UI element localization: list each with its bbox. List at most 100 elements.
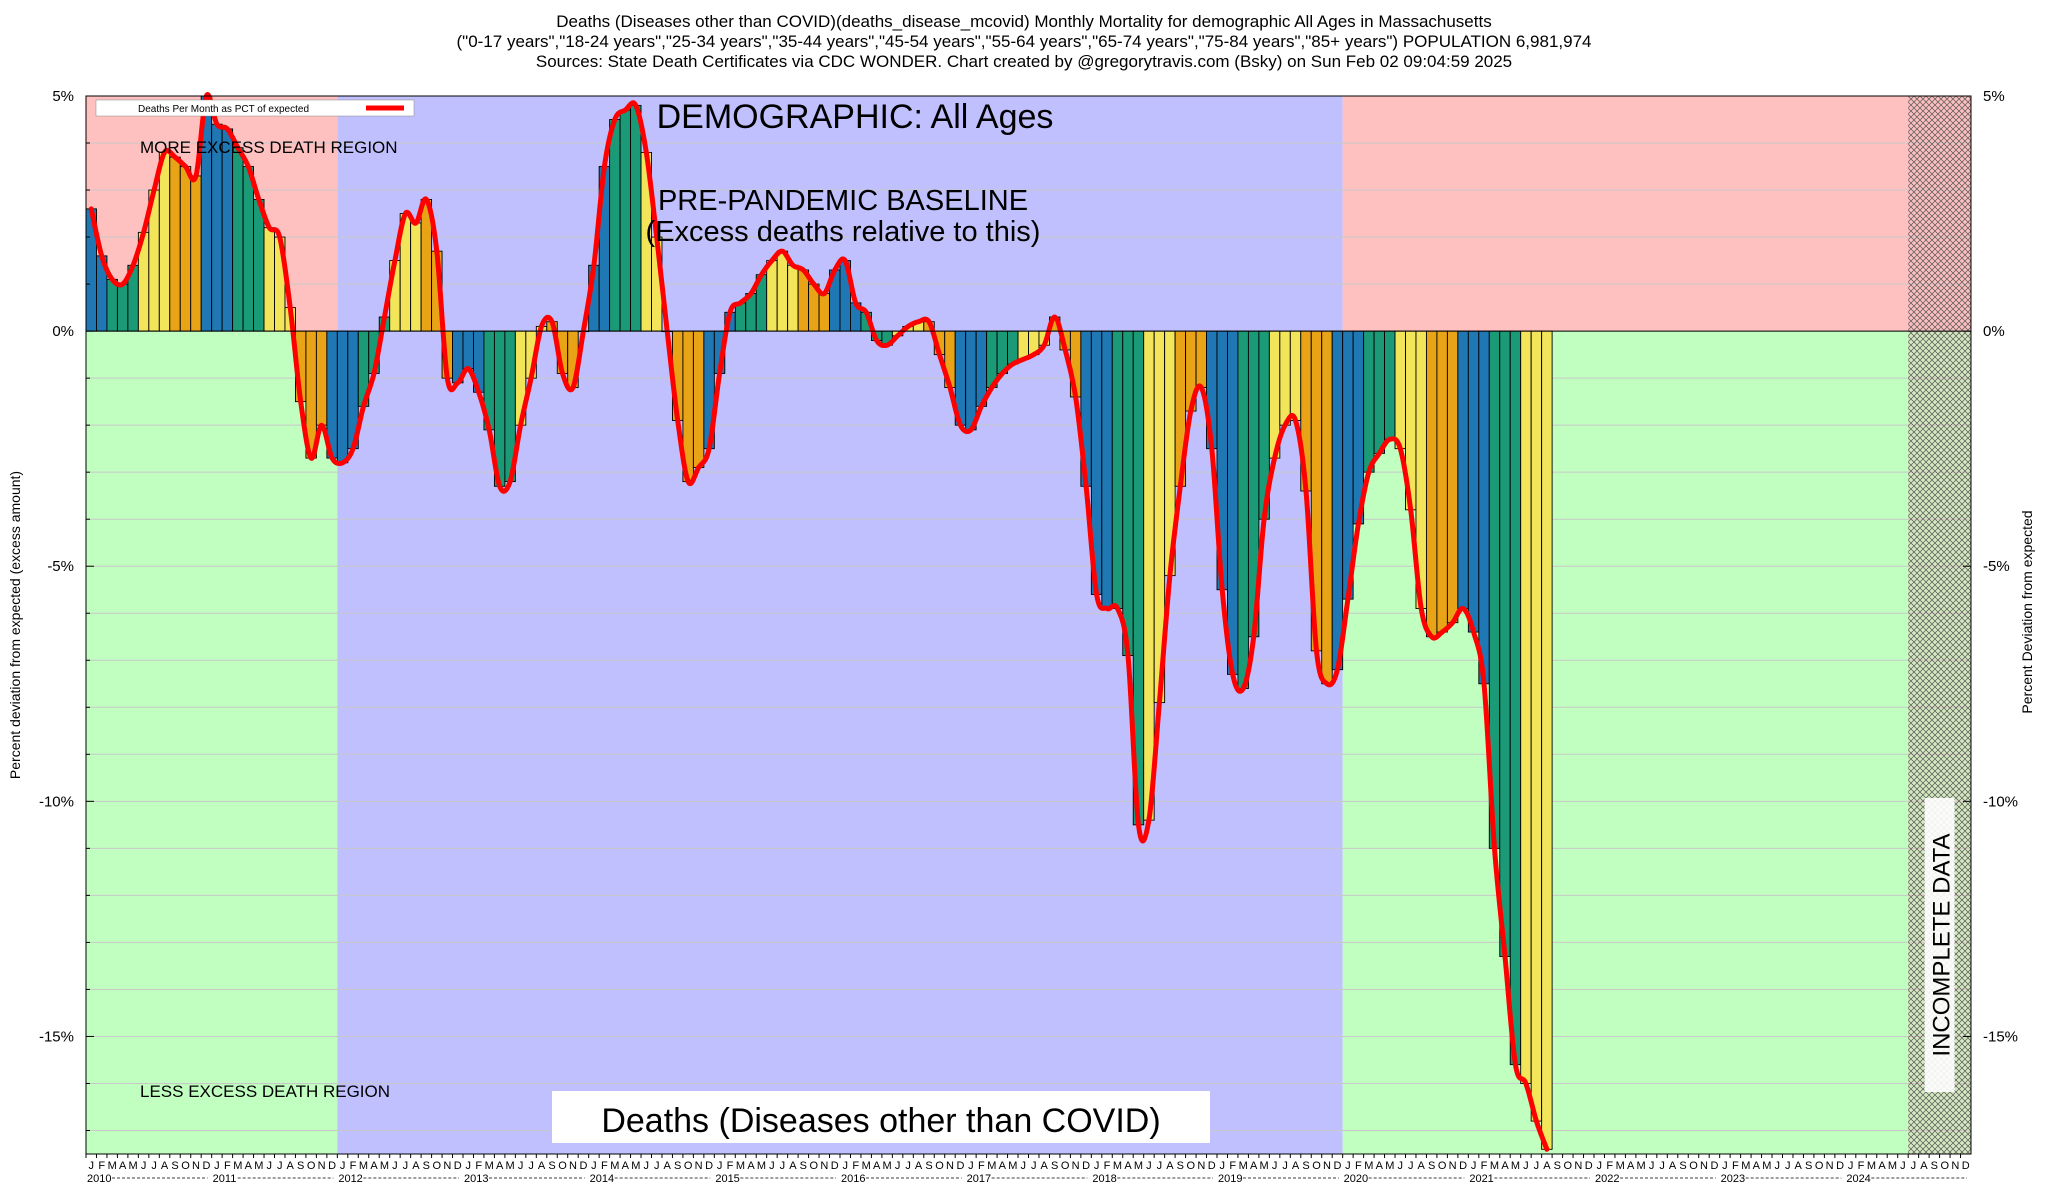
x-month-label: S <box>1679 1160 1686 1172</box>
x-month-label: A <box>1166 1160 1174 1172</box>
x-month-label: F <box>1858 1160 1865 1172</box>
x-month-label: J <box>1219 1160 1225 1172</box>
x-month-label: O <box>1187 1160 1196 1172</box>
x-month-label: N <box>820 1160 828 1172</box>
month-bar <box>965 330 977 431</box>
more-excess-region-post <box>1342 96 1971 332</box>
x-month-label: O <box>307 1160 316 1172</box>
month-bar <box>1541 330 1553 1150</box>
x-month-label: D <box>1208 1160 1216 1172</box>
x-month-label: A <box>1292 1160 1300 1172</box>
x-month-label: A <box>1795 1160 1803 1172</box>
x-month-label: O <box>810 1160 819 1172</box>
x-month-label: S <box>297 1160 304 1172</box>
x-month-label: J <box>151 1160 157 1172</box>
month-bar <box>253 198 265 332</box>
x-month-label: O <box>1689 1160 1698 1172</box>
month-bar <box>1331 330 1344 671</box>
month-bar <box>263 227 275 332</box>
x-month-label: N <box>569 1160 577 1172</box>
incomplete-overlay-group: INCOMPLETE DATA <box>1908 96 1971 1154</box>
y-tick-label-right: 5% <box>1983 88 2005 105</box>
x-month-label: J <box>1031 1160 1037 1172</box>
x-month-label: F <box>1229 1160 1236 1172</box>
x-month-label: D <box>705 1160 713 1172</box>
x-month-label: M <box>1008 1160 1017 1172</box>
x-year-label: 2024 <box>1846 1173 1870 1185</box>
month-bar <box>1425 330 1438 638</box>
month-bar <box>462 330 474 370</box>
x-month-label: A <box>664 1160 672 1172</box>
x-month-label: N <box>1072 1160 1080 1172</box>
chart-title: Deaths (Diseases other than COVID)(death… <box>556 12 1492 31</box>
x-month-label: M <box>757 1160 766 1172</box>
month-bar <box>1321 330 1333 685</box>
month-bar <box>1007 330 1019 365</box>
x-month-label: M <box>1616 1160 1625 1172</box>
x-month-label: S <box>800 1160 807 1172</box>
legend-box <box>95 99 415 117</box>
month-bar <box>1289 330 1302 421</box>
less-excess-label: LESS EXCESS DEATH REGION <box>140 1082 390 1101</box>
x-month-label: N <box>1323 1160 1331 1172</box>
x-month-label: D <box>328 1160 336 1172</box>
bars-group <box>85 95 1553 1150</box>
month-bar <box>692 330 705 468</box>
x-month-label: N <box>946 1160 954 1172</box>
x-month-label: J <box>1911 1160 1917 1172</box>
y-tick-label-right: -5% <box>1983 558 2010 575</box>
x-month-label: A <box>1543 1160 1551 1172</box>
month-bar <box>1467 330 1480 633</box>
y-tick-label-left: -15% <box>39 1028 74 1045</box>
x-month-label: F <box>1355 1160 1362 1172</box>
x-month-label: D <box>831 1160 839 1172</box>
x-year-label: 2023 <box>1721 1173 1745 1185</box>
x-month-label: O <box>1061 1160 1070 1172</box>
month-bar <box>242 166 255 332</box>
x-month-label: O <box>1438 1160 1447 1172</box>
y-axis-title-left: Percent deviation from expected (excess … <box>7 471 23 779</box>
x-month-label: F <box>852 1160 859 1172</box>
x-month-label: F <box>98 1160 105 1172</box>
x-month-label: D <box>956 1160 964 1172</box>
x-month-label: A <box>1627 1160 1635 1172</box>
x-month-label: N <box>695 1160 703 1172</box>
x-month-label: M <box>485 1160 494 1172</box>
x-year-label: 2011 <box>213 1173 237 1185</box>
baseline-label-line1: PRE-PANDEMIC BASELINE <box>658 185 1028 217</box>
x-month-label: F <box>1104 1160 1111 1172</box>
month-bar <box>1457 330 1469 609</box>
x-month-label: O <box>684 1160 693 1172</box>
month-bar <box>619 109 632 332</box>
x-month-label: J <box>1775 1160 1781 1172</box>
x-month-label: A <box>1041 1160 1049 1172</box>
month-bar <box>116 283 129 332</box>
x-month-label: A <box>412 1160 420 1172</box>
x-month-label: N <box>1449 1160 1457 1172</box>
x-month-label: A <box>287 1160 295 1172</box>
month-bar <box>315 330 328 426</box>
x-month-label: D <box>1962 1160 1970 1172</box>
x-month-label: O <box>181 1160 190 1172</box>
x-month-label: A <box>496 1160 504 1172</box>
x-month-label: M <box>1741 1160 1750 1172</box>
x-month-label: J <box>1282 1160 1288 1172</box>
x-month-label: A <box>1124 1160 1132 1172</box>
x-month-label: M <box>1888 1160 1897 1172</box>
x-month-label: M <box>631 1160 640 1172</box>
month-bar <box>818 293 830 332</box>
x-month-label: A <box>161 1160 169 1172</box>
x-month-label: O <box>1312 1160 1321 1172</box>
x-month-label: D <box>1459 1160 1467 1172</box>
x-month-label: J <box>1523 1160 1529 1172</box>
x-month-label: J <box>1094 1160 1100 1172</box>
x-month-label: A <box>789 1160 797 1172</box>
x-month-label: J <box>780 1160 786 1172</box>
x-month-label: A <box>873 1160 881 1172</box>
x-month-label: D <box>1585 1160 1593 1172</box>
x-month-label: J <box>1596 1160 1602 1172</box>
x-month-label: F <box>601 1160 608 1172</box>
x-month-label: A <box>1669 1160 1677 1172</box>
chart-subtitle-demographics: ("0-17 years","18-24 years","25-34 years… <box>456 32 1592 51</box>
